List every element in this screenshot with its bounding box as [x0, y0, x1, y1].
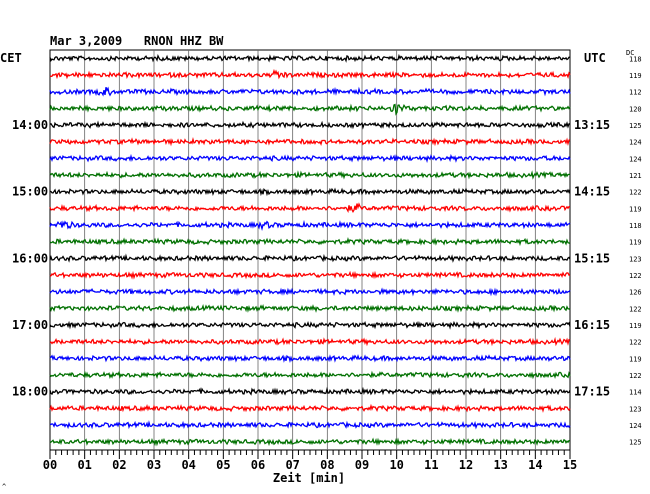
utc-time-label: 17:15 [574, 385, 610, 399]
trace-1 [49, 53, 571, 63]
trace-19 [49, 354, 571, 363]
trace-24 [49, 437, 571, 447]
utc-axis-label: UTC [584, 51, 606, 65]
trace-3 [49, 86, 571, 97]
cet-time-label: 16:00 [12, 251, 48, 265]
trace-12 [49, 236, 571, 247]
time-label-group: 14:00 15:00 16:00 17:00 18:00 13:15 14:15 15:15… [12, 55, 642, 446]
cet-time-label: 18:00 [12, 385, 48, 399]
x-tick-label: 06 [251, 458, 265, 472]
x-tick-label: 02 [112, 458, 126, 472]
trace-9 [49, 187, 571, 197]
trace-5 [49, 120, 571, 130]
chart-title: Mar 3,2009 RNON HHZ BW [50, 34, 224, 48]
trace-10 [49, 202, 571, 214]
dc-value: 120 [629, 105, 642, 113]
utc-time-label: 13:15 [574, 118, 610, 132]
dc-axis-label: DC [626, 49, 634, 57]
dc-value: 124 [629, 139, 642, 147]
x-tick-label: 13 [493, 458, 507, 472]
x-axis: 00 01 02 03 04 05 06 07 08 09 10 11 12 13 14 15 [43, 450, 577, 472]
x-tick-label: 12 [459, 458, 473, 472]
trace-11 [49, 219, 571, 231]
utc-time-label: 16:15 [574, 318, 610, 332]
trace-4 [49, 103, 571, 116]
dc-value: 125 [629, 439, 642, 447]
x-tick-label: 10 [389, 458, 403, 472]
x-tick-label: 14 [528, 458, 542, 472]
dc-value: 122 [629, 272, 642, 280]
dc-value: 119 [629, 72, 642, 80]
cet-time-label: 14:00 [12, 118, 48, 132]
dc-value: 124 [629, 155, 642, 163]
trace-23 [49, 420, 571, 430]
trace-6 [49, 136, 571, 147]
x-tick-label: 09 [355, 458, 369, 472]
trace-18 [49, 336, 571, 347]
trace-13 [49, 253, 571, 263]
cet-time-label: 17:00 [12, 318, 48, 332]
plot-grid [49, 49, 571, 451]
dc-value: 118 [629, 222, 642, 230]
dc-value: 124 [629, 422, 642, 430]
dc-value: 122 [629, 189, 642, 197]
x-tick-label: 08 [320, 458, 334, 472]
trace-14 [49, 270, 571, 280]
dc-value: 126 [629, 289, 642, 297]
x-tick-label: 03 [147, 458, 161, 472]
cet-axis-label: CET [0, 51, 22, 65]
trace-group [49, 53, 571, 447]
trace-16 [49, 303, 571, 313]
trace-20 [49, 370, 571, 380]
footer-mark: ^ [2, 483, 6, 491]
dc-value: 123 [629, 255, 642, 263]
dc-value: 119 [629, 355, 642, 363]
dc-value: 112 [629, 89, 642, 97]
x-tick-label: 04 [181, 458, 195, 472]
x-tick-label: 15 [563, 458, 577, 472]
dc-value: 119 [629, 205, 642, 213]
x-tick-label: 00 [43, 458, 57, 472]
trace-7 [49, 153, 571, 164]
dc-value: 114 [629, 389, 642, 397]
x-tick-label: 07 [285, 458, 299, 472]
x-axis-label: Zeit [min] [273, 471, 345, 485]
trace-22 [49, 403, 571, 413]
x-tick-label: 01 [77, 458, 91, 472]
utc-time-label: 15:15 [574, 251, 610, 265]
dc-value: 123 [629, 405, 642, 413]
dc-value: 122 [629, 339, 642, 347]
trace-2 [49, 68, 571, 80]
dc-value: 122 [629, 372, 642, 380]
dc-value: 118 [629, 55, 642, 63]
cet-time-label: 15:00 [12, 185, 48, 199]
trace-17 [49, 320, 571, 330]
x-tick-label: 11 [424, 458, 438, 472]
dc-value: 125 [629, 122, 642, 130]
dc-value: 121 [629, 172, 642, 180]
dc-value: 119 [629, 322, 642, 330]
utc-time-label: 14:15 [574, 185, 610, 199]
trace-15 [49, 287, 571, 297]
x-tick-label: 05 [216, 458, 230, 472]
trace-21 [49, 386, 571, 396]
trace-8 [49, 170, 570, 180]
dc-value: 119 [629, 239, 642, 247]
dc-value: 122 [629, 305, 642, 313]
